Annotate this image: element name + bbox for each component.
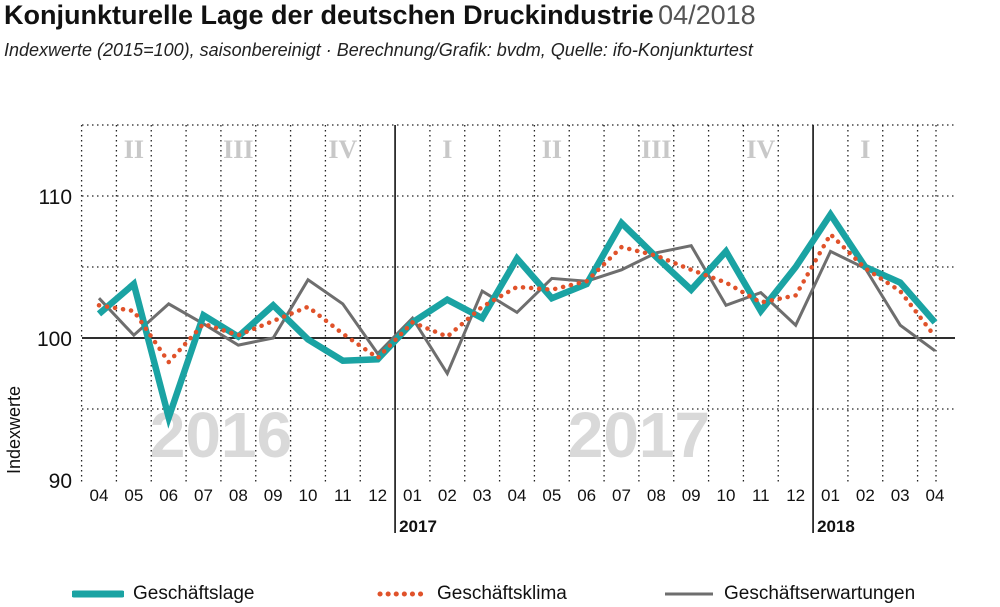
x-tick-label: 04 bbox=[926, 486, 945, 505]
x-tick-label: 01 bbox=[403, 486, 422, 505]
quarter-label: III bbox=[223, 135, 253, 164]
x-tick-label: 07 bbox=[612, 486, 631, 505]
legend-label-geschaeftsklima: Geschäftsklima bbox=[437, 582, 567, 604]
quarter-label: I bbox=[442, 135, 452, 164]
x-tick-label: 03 bbox=[891, 486, 910, 505]
x-tick-label: 09 bbox=[264, 486, 283, 505]
x-tick-label: 10 bbox=[299, 486, 318, 505]
y-tick-label: 110 bbox=[39, 186, 72, 209]
year-label: 2017 bbox=[399, 517, 437, 536]
x-tick-label: 06 bbox=[577, 486, 596, 505]
legend-item-geschaeftserwartungen: Geschäftserwartungen bbox=[663, 580, 915, 607]
legend-label-geschaeftserwartungen: Geschäftserwartungen bbox=[724, 582, 916, 604]
y-tick-label: 100 bbox=[37, 328, 72, 351]
legend-swatch-geschaeftserwartungen bbox=[665, 592, 713, 595]
quarter-label: I bbox=[860, 135, 870, 164]
legend-item-geschaeftsklima: Geschäftsklima bbox=[376, 580, 567, 607]
x-tick-label: 05 bbox=[542, 486, 561, 505]
chart-title-row: Konjunkturelle Lage der deutschen Drucki… bbox=[4, 0, 756, 31]
x-tick-label: 01 bbox=[821, 486, 840, 505]
legend-label-geschaeftslage: Geschäftslage bbox=[133, 582, 255, 604]
x-tick-label: 02 bbox=[856, 486, 875, 505]
x-tick-label: 08 bbox=[647, 486, 666, 505]
quarter-label: IV bbox=[746, 135, 775, 164]
x-tick-label: 11 bbox=[752, 486, 770, 505]
x-tick-label: 12 bbox=[786, 486, 805, 505]
chart-subtitle: Indexwerte (2015=100), saisonbereinigt ·… bbox=[4, 40, 753, 60]
series-line-geschaeftserwartungen bbox=[97, 244, 936, 377]
x-tick-label: 12 bbox=[368, 486, 387, 505]
quarter-label: II bbox=[124, 135, 144, 164]
quarter-label: III bbox=[641, 135, 671, 164]
x-tick-label: 09 bbox=[682, 486, 701, 505]
legend-swatch-geschaeftsklima bbox=[377, 591, 427, 596]
x-tick-label: 04 bbox=[508, 486, 527, 505]
legend-item-geschaeftslage: Geschäftslage bbox=[72, 580, 254, 607]
x-tick-label: 07 bbox=[194, 486, 213, 505]
x-tick-label: 08 bbox=[229, 486, 248, 505]
chart-title: Konjunkturelle Lage der deutschen Drucki… bbox=[4, 0, 654, 30]
year-label: 2018 bbox=[817, 517, 855, 536]
quarter-label: II bbox=[542, 135, 562, 164]
quarter-label: IV bbox=[328, 135, 357, 164]
x-tick-label: 02 bbox=[438, 486, 457, 505]
legend-swatch-geschaeftslage bbox=[72, 590, 124, 597]
chart-date: 04/2018 bbox=[658, 0, 756, 30]
x-tick-label: 11 bbox=[334, 486, 352, 505]
x-tick-label: 05 bbox=[124, 486, 143, 505]
x-tick-label: 06 bbox=[159, 486, 178, 505]
x-tick-label: 10 bbox=[717, 486, 736, 505]
series-line-geschaeftsklima bbox=[96, 230, 938, 366]
y-axis-title: Indexwerte bbox=[4, 386, 24, 474]
legend: Geschäftslage Geschäftsklima Geschäftser… bbox=[0, 580, 1000, 607]
series-line-geschaeftslage bbox=[96, 208, 938, 429]
x-tick-label: 04 bbox=[90, 486, 109, 505]
y-tick-label: 90 bbox=[49, 470, 72, 493]
x-tick-label: 03 bbox=[473, 486, 492, 505]
